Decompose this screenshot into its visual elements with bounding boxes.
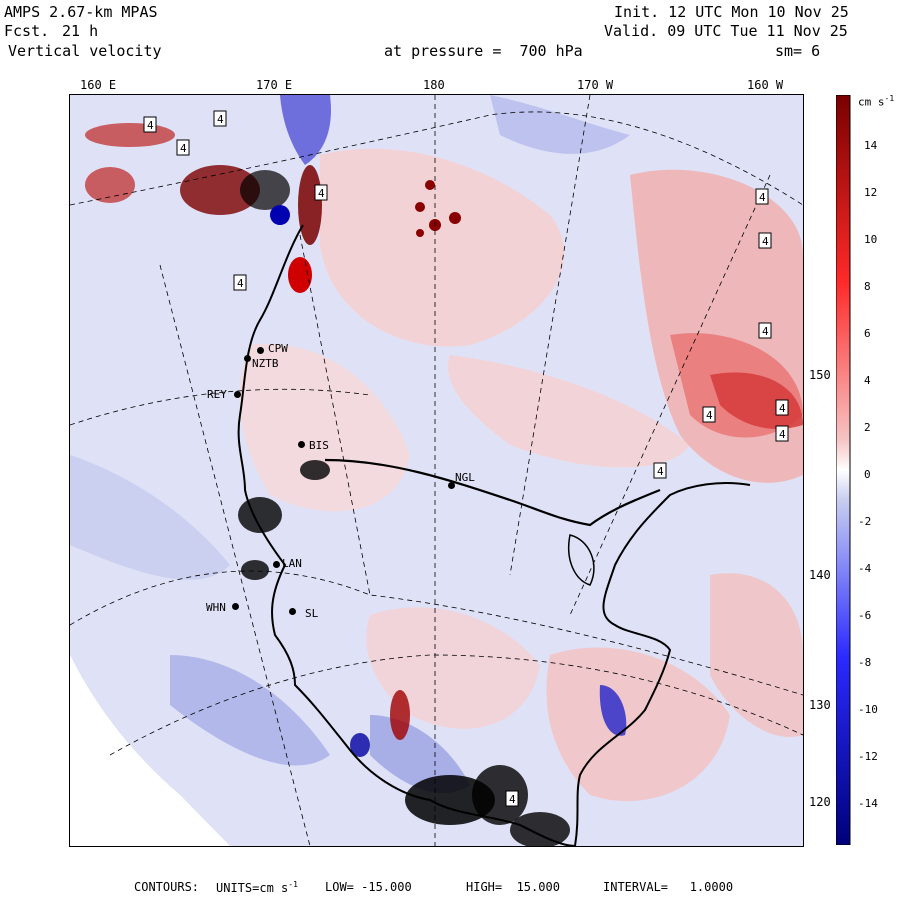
svg-text:4: 4 bbox=[509, 793, 516, 806]
colorbar-tick-label: 8 bbox=[864, 280, 871, 293]
colorbar-gradient bbox=[836, 95, 851, 845]
contour-label: 4 bbox=[758, 322, 772, 339]
lon-label-180: 180 bbox=[423, 78, 445, 92]
contour-label: 4 bbox=[775, 425, 789, 442]
footer-interval: INTERVAL= 1.0000 bbox=[603, 880, 734, 894]
colorbar-tick-label: 2 bbox=[864, 421, 871, 434]
svg-text:4: 4 bbox=[657, 465, 664, 478]
contour-labels: 4 4 4 4 4 4 4 4 4 4 4 4 4 bbox=[143, 110, 789, 807]
colorbar-units: cm s-1 bbox=[858, 94, 895, 109]
positive-area bbox=[710, 573, 803, 737]
colorbar-tick-label: 14 bbox=[864, 139, 878, 152]
contour-label: 4 bbox=[505, 790, 519, 807]
svg-text:4: 4 bbox=[759, 191, 766, 204]
colorbar-tick-label: 12 bbox=[864, 186, 878, 199]
positive-area bbox=[546, 647, 730, 802]
svg-text:4: 4 bbox=[779, 428, 786, 441]
contour-label: 4 bbox=[758, 232, 772, 249]
station-label-cpw: CPW bbox=[268, 342, 288, 355]
footer-low: LOW= -15.000 bbox=[325, 880, 412, 894]
lon-label-160w: 160 W bbox=[747, 78, 784, 92]
colorbar-tick-label: -6 bbox=[858, 609, 872, 622]
station-label-ngl: NGL bbox=[455, 471, 475, 484]
station-dot-ngl bbox=[448, 482, 455, 489]
station-dot-bis bbox=[298, 441, 305, 448]
model-title: AMPS 2.67-km MPAS bbox=[4, 3, 158, 21]
contour-label: 4 bbox=[233, 274, 247, 291]
station-label-whn: WHN bbox=[206, 601, 226, 614]
contour-label: 4 bbox=[176, 139, 190, 156]
station-dot-nztb bbox=[244, 355, 251, 362]
lon-label-170e: 170 E bbox=[256, 78, 293, 92]
svg-text:4: 4 bbox=[147, 119, 154, 132]
lon-label-160e: 160 E bbox=[80, 78, 117, 92]
negative-area bbox=[490, 95, 630, 154]
off-domain-area bbox=[70, 655, 230, 846]
station-label-nztb: NZTB bbox=[252, 357, 279, 370]
forecast-hour: 21 h bbox=[62, 22, 99, 40]
negative-area bbox=[70, 455, 230, 580]
station-dot-sl bbox=[289, 608, 296, 615]
positive-area bbox=[320, 148, 565, 347]
colorbar-tick-label: 4 bbox=[864, 374, 871, 387]
colorbar bbox=[836, 95, 851, 845]
forecast-label: Fcst. bbox=[4, 22, 50, 40]
station-label-rey: REY bbox=[207, 388, 227, 401]
coastline bbox=[237, 224, 751, 846]
wave-cluster-south bbox=[350, 690, 570, 846]
positive-area bbox=[366, 607, 540, 729]
footer-high: HIGH= 15.000 bbox=[466, 880, 560, 894]
svg-text:4: 4 bbox=[762, 325, 769, 338]
contour-label: 4 bbox=[755, 188, 769, 205]
colorbar-tick-label: 10 bbox=[864, 233, 878, 246]
colorbar-tick-label: -10 bbox=[858, 703, 878, 716]
colorbar-tick-label: 0 bbox=[864, 468, 871, 481]
contour-label: 4 bbox=[702, 406, 716, 423]
station-label-lan: LAN bbox=[282, 557, 302, 570]
positive-area bbox=[239, 343, 410, 512]
colorbar-tick-label: -4 bbox=[858, 562, 872, 575]
svg-text:4: 4 bbox=[217, 113, 224, 126]
station-label-bis: BIS bbox=[309, 439, 329, 452]
svg-text:4: 4 bbox=[762, 235, 769, 248]
init-time: Init. 12 UTC Mon 10 Nov 25 bbox=[614, 3, 849, 21]
svg-text:4: 4 bbox=[318, 187, 325, 200]
footer-contours: CONTOURS: bbox=[134, 880, 200, 894]
negative-area bbox=[599, 685, 627, 736]
svg-text:4: 4 bbox=[180, 142, 187, 155]
footer-units: UNITS=cm s-1 bbox=[216, 880, 298, 895]
roosevelt-island bbox=[568, 534, 595, 586]
colorbar-tick-label: -12 bbox=[858, 750, 878, 763]
negative-area bbox=[170, 655, 330, 766]
station-dot-rey bbox=[234, 391, 241, 398]
svg-text:4: 4 bbox=[706, 409, 713, 422]
station-dot-lan bbox=[273, 561, 280, 568]
svg-text:4: 4 bbox=[779, 402, 786, 415]
pressure-level: at pressure = 700 hPa bbox=[384, 42, 583, 60]
ice-shelf-edge bbox=[324, 458, 661, 527]
smoothing: sm= 6 bbox=[775, 42, 821, 60]
colorbar-tick-label: -14 bbox=[858, 797, 878, 810]
contour-label: 4 bbox=[213, 110, 227, 127]
lon-label-170w: 170 W bbox=[577, 78, 614, 92]
contour-label: 4 bbox=[143, 116, 157, 133]
contour-label: 4 bbox=[653, 462, 667, 479]
graticule bbox=[70, 95, 803, 846]
station-dot-cpw bbox=[257, 347, 264, 354]
contour-label: 4 bbox=[775, 399, 789, 416]
colorbar-tick-label: 6 bbox=[864, 327, 871, 340]
colorbar-tick-label: -8 bbox=[858, 656, 872, 669]
valid-time: Valid. 09 UTC Tue 11 Nov 25 bbox=[604, 22, 848, 40]
contour-label: 4 bbox=[314, 184, 328, 201]
field-name: Vertical velocity bbox=[8, 42, 162, 60]
map-panel[interactable]: 4 4 4 4 4 4 4 4 4 4 4 4 4 CPW NZTB REY B… bbox=[69, 94, 804, 847]
negative-area bbox=[280, 95, 331, 165]
station-label-sl: SL bbox=[305, 607, 319, 620]
station-dot-whn bbox=[232, 603, 239, 610]
positive-area bbox=[448, 355, 690, 468]
colorbar-tick-label: -2 bbox=[858, 515, 872, 528]
vertical-velocity-map: 4 4 4 4 4 4 4 4 4 4 4 4 4 bbox=[70, 95, 803, 846]
svg-text:4: 4 bbox=[237, 277, 244, 290]
